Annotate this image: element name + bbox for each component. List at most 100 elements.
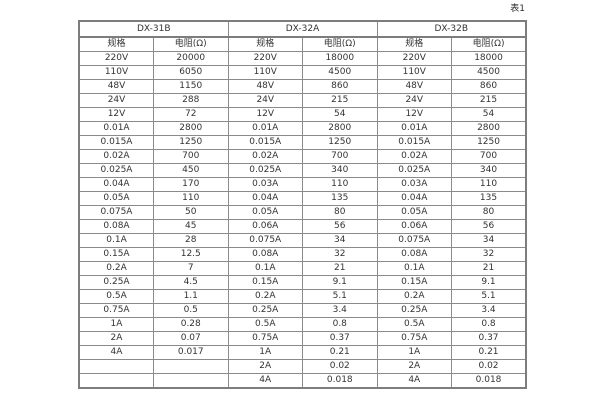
resistance-cell: 9.1 xyxy=(451,275,527,290)
group-header-dx32a: DX-32A xyxy=(227,20,378,38)
spec-cell: 48V xyxy=(376,79,453,94)
resistance-cell: 1250 xyxy=(153,135,229,150)
group-header-dx32b: DX-32B xyxy=(376,20,527,38)
spec-cell: 0.05A xyxy=(376,205,453,220)
spec-cell: 24V xyxy=(376,93,453,108)
spec-cell: 2A xyxy=(78,331,154,346)
resistance-cell: 18000 xyxy=(302,51,378,66)
table-row: 0.2A 7 0.1A 21 0.1A 21 xyxy=(78,261,527,276)
table-row: 2A 0.02 2A 0.02 xyxy=(78,359,527,374)
spec-cell: 4A xyxy=(376,373,453,389)
col-header-spec-dx31b: 规格 xyxy=(78,36,154,52)
spec-cell: 4A xyxy=(227,373,303,389)
resistance-cell: 860 xyxy=(302,79,378,94)
resistance-cell: 0.8 xyxy=(302,317,378,332)
spec-cell: 0.08A xyxy=(376,247,453,262)
resistance-cell: 5.1 xyxy=(451,289,527,304)
resistance-cell: 700 xyxy=(302,149,378,164)
spec-cell: 0.15A xyxy=(78,247,154,262)
resistance-cell: 0.37 xyxy=(302,331,378,346)
table-row: 0.05A 110 0.04A 135 0.04A 135 xyxy=(78,191,527,206)
resistance-cell: 20000 xyxy=(153,51,229,66)
spec-cell: 24V xyxy=(78,93,154,108)
spec-cell: 12V xyxy=(227,107,303,122)
resistance-cell: 0.017 xyxy=(153,345,229,360)
spec-cell: 0.02A xyxy=(376,149,453,164)
resistance-cell: 700 xyxy=(153,149,229,164)
spec-cell: 0.25A xyxy=(227,303,303,318)
resistance-cell xyxy=(153,373,229,389)
resistance-cell: 5.1 xyxy=(302,289,378,304)
resistance-cell: 700 xyxy=(451,149,527,164)
resistance-cell: 54 xyxy=(302,107,378,122)
spec-cell: 0.2A xyxy=(376,289,453,304)
spec-cell: 0.02A xyxy=(227,149,303,164)
resistance-cell: 215 xyxy=(302,93,378,108)
resistance-cell: 0.28 xyxy=(153,317,229,332)
resistance-cell: 170 xyxy=(153,177,229,192)
resistance-cell: 7 xyxy=(153,261,229,276)
resistance-cell: 110 xyxy=(302,177,378,192)
spec-cell: 220V xyxy=(227,51,303,66)
resistance-cell: 860 xyxy=(451,79,527,94)
spec-cell: 4A xyxy=(78,345,154,360)
spec-cell: 2A xyxy=(376,359,453,374)
resistance-cell: 0.21 xyxy=(451,345,527,360)
resistance-cell: 56 xyxy=(302,219,378,234)
spec-cell: 0.15A xyxy=(227,275,303,290)
resistance-cell: 135 xyxy=(302,191,378,206)
spec-cell: 0.03A xyxy=(227,177,303,192)
spec-cell: 0.08A xyxy=(227,247,303,262)
spec-cell: 0.04A xyxy=(78,177,154,192)
table-row: 0.08A 45 0.06A 56 0.06A 56 xyxy=(78,219,527,234)
resistance-spec-table: DX-31B DX-32A DX-32B 规格 电阻(Ω) 规格 电阻(Ω) 规… xyxy=(78,20,528,389)
spec-cell: 0.06A xyxy=(376,219,453,234)
col-header-resistance-dx31b: 电阻(Ω) xyxy=(153,36,229,52)
spec-cell: 0.05A xyxy=(78,191,154,206)
spec-cell: 0.06A xyxy=(227,219,303,234)
spec-cell: 220V xyxy=(376,51,453,66)
table-row: 1A 0.28 0.5A 0.8 0.5A 0.8 xyxy=(78,317,527,332)
resistance-cell: 135 xyxy=(451,191,527,206)
spec-cell: 1A xyxy=(227,345,303,360)
table-row: 24V 288 24V 215 24V 215 xyxy=(78,93,527,108)
spec-cell: 0.5A xyxy=(227,317,303,332)
spec-cell: 0.1A xyxy=(227,261,303,276)
col-header-resistance-dx32a: 电阻(Ω) xyxy=(302,36,378,52)
resistance-cell: 2800 xyxy=(451,121,527,136)
spec-cell: 24V xyxy=(227,93,303,108)
resistance-cell: 56 xyxy=(451,219,527,234)
resistance-cell: 2800 xyxy=(153,121,229,136)
spec-cell: 0.2A xyxy=(227,289,303,304)
resistance-cell: 34 xyxy=(451,233,527,248)
spec-cell: 0.08A xyxy=(78,219,154,234)
table-row: 0.04A 170 0.03A 110 0.03A 110 xyxy=(78,177,527,192)
table-row: 110V 6050 110V 4500 110V 4500 xyxy=(78,65,527,80)
table-row: 4A 0.018 4A 0.018 xyxy=(78,373,527,389)
spec-cell: 1A xyxy=(376,345,453,360)
resistance-cell: 0.8 xyxy=(451,317,527,332)
spec-cell: 0.5A xyxy=(78,289,154,304)
resistance-cell: 34 xyxy=(302,233,378,248)
resistance-cell: 215 xyxy=(451,93,527,108)
table-row: 0.5A 1.1 0.2A 5.1 0.2A 5.1 xyxy=(78,289,527,304)
resistance-cell: 80 xyxy=(451,205,527,220)
resistance-cell: 32 xyxy=(451,247,527,262)
resistance-cell: 12.5 xyxy=(153,247,229,262)
resistance-cell: 32 xyxy=(302,247,378,262)
resistance-cell: 0.37 xyxy=(451,331,527,346)
resistance-cell: 340 xyxy=(451,163,527,178)
table-row: 48V 1150 48V 860 48V 860 xyxy=(78,79,527,94)
resistance-cell: 110 xyxy=(153,191,229,206)
table-caption: 表1 xyxy=(510,4,525,14)
resistance-cell: 4500 xyxy=(451,65,527,80)
spec-cell: 0.075A xyxy=(78,205,154,220)
col-header-spec-dx32b: 规格 xyxy=(376,36,453,52)
table-row: 0.075A 50 0.05A 80 0.05A 80 xyxy=(78,205,527,220)
resistance-cell: 0.018 xyxy=(451,373,527,389)
spec-cell: 0.75A xyxy=(227,331,303,346)
spec-cell: 0.01A xyxy=(78,121,154,136)
resistance-cell: 18000 xyxy=(451,51,527,66)
table-row: 0.75A 0.5 0.25A 3.4 0.25A 3.4 xyxy=(78,303,527,318)
spec-cell: 0.25A xyxy=(78,275,154,290)
